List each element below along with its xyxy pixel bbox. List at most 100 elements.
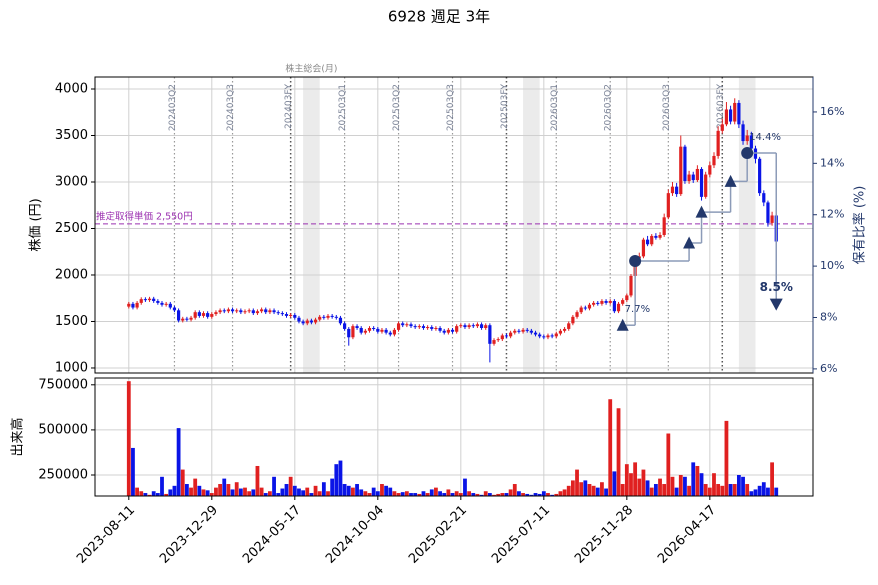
volume-bar bbox=[487, 493, 492, 496]
ratio-marker bbox=[616, 318, 629, 331]
candle-body bbox=[372, 327, 376, 329]
candle-body bbox=[276, 312, 280, 314]
volume-bar bbox=[662, 484, 667, 496]
shaded-span bbox=[303, 77, 320, 373]
volume-bar bbox=[658, 478, 662, 496]
volume-bar bbox=[641, 469, 646, 496]
volume-bar bbox=[624, 464, 629, 496]
y2-tick-label: 14% bbox=[820, 156, 844, 169]
candle-body bbox=[500, 335, 504, 340]
volume-bar bbox=[649, 487, 654, 496]
volume-tick-label: 750000 bbox=[38, 377, 88, 392]
ratio-marker bbox=[629, 254, 642, 267]
candle-body bbox=[168, 303, 172, 308]
volume-bar bbox=[371, 487, 376, 496]
volume-bar bbox=[309, 493, 314, 496]
candle-body bbox=[587, 304, 592, 309]
volume-bar bbox=[234, 482, 239, 496]
candle-body bbox=[695, 168, 699, 181]
x-tick-label: 2025-07-11 bbox=[489, 503, 553, 567]
volume-bar bbox=[537, 493, 542, 496]
y-tick-label: 1500 bbox=[55, 314, 88, 329]
candle-body bbox=[131, 303, 135, 308]
candle-body bbox=[562, 328, 567, 331]
volume-bar bbox=[678, 475, 683, 496]
volume-bar bbox=[193, 478, 198, 496]
volume-bar bbox=[454, 491, 459, 496]
ratio-label: 14.4% bbox=[749, 132, 781, 143]
volume-bar bbox=[479, 494, 484, 496]
y-tick-label: 3500 bbox=[55, 128, 88, 143]
event-label: 202603FY bbox=[716, 83, 726, 129]
volume-bar bbox=[691, 462, 696, 496]
volume-bar bbox=[500, 493, 505, 496]
candle-body bbox=[417, 326, 421, 328]
volume-bar bbox=[168, 489, 173, 496]
candle-body bbox=[455, 326, 459, 332]
volume-bar bbox=[417, 493, 422, 496]
volume-bar bbox=[529, 494, 534, 496]
volume-bar bbox=[720, 485, 725, 496]
candle-body bbox=[612, 301, 616, 312]
candle-body bbox=[737, 102, 741, 125]
candle-body bbox=[542, 336, 546, 338]
y2-tick-label: 6% bbox=[820, 362, 837, 375]
volume-bar bbox=[251, 489, 256, 496]
volume-bar bbox=[712, 473, 716, 496]
candle-body bbox=[388, 332, 392, 335]
candle-body bbox=[728, 109, 733, 122]
volume-bar bbox=[317, 491, 322, 496]
candle-body bbox=[533, 332, 538, 335]
candle-body bbox=[313, 319, 318, 323]
candle-body bbox=[567, 323, 571, 329]
candle-body bbox=[716, 130, 720, 156]
ratio-label: 8.5% bbox=[760, 280, 793, 294]
volume-bar bbox=[512, 484, 517, 496]
volume-bar bbox=[541, 491, 546, 496]
volume-bar bbox=[380, 484, 384, 496]
event-label: 202603Q1 bbox=[550, 84, 560, 131]
candle-body bbox=[392, 329, 397, 335]
volume-bar bbox=[255, 465, 260, 496]
candle-body bbox=[260, 309, 264, 312]
volume-bar bbox=[176, 428, 181, 496]
candle-body bbox=[554, 333, 558, 337]
candle-body bbox=[284, 314, 289, 316]
candle-body bbox=[604, 301, 608, 303]
volume-bar bbox=[566, 485, 571, 496]
candle-body bbox=[280, 313, 284, 315]
candle-body bbox=[185, 318, 189, 320]
candle-body bbox=[658, 234, 662, 238]
candle-body bbox=[426, 327, 430, 329]
volume-bar bbox=[222, 478, 227, 496]
volume-bar bbox=[753, 489, 758, 496]
volume-bar bbox=[595, 487, 600, 496]
event-label: 202603Q2 bbox=[604, 84, 614, 131]
volume-bar bbox=[562, 489, 567, 496]
candle-body bbox=[152, 298, 156, 302]
volume-bar bbox=[546, 493, 550, 496]
x-tick-label: 2024-05-17 bbox=[240, 503, 304, 567]
candle-body bbox=[704, 174, 708, 197]
volume-bar bbox=[653, 484, 658, 496]
candle-body bbox=[135, 302, 139, 308]
candle-body bbox=[334, 316, 338, 318]
candle-body bbox=[226, 309, 231, 312]
volume-bar bbox=[666, 433, 671, 496]
candle-body bbox=[745, 135, 749, 142]
volume-bar bbox=[591, 485, 596, 496]
volume-bar bbox=[155, 493, 160, 496]
volume-bar bbox=[338, 460, 343, 496]
candle-body bbox=[201, 313, 206, 316]
volume-bar bbox=[612, 471, 617, 496]
candle-body bbox=[363, 330, 367, 333]
ratio-marker bbox=[724, 174, 737, 187]
candle-body bbox=[143, 299, 147, 301]
candle-body bbox=[193, 312, 197, 318]
event-label: 202503FY bbox=[500, 83, 510, 129]
candle-body bbox=[434, 327, 438, 329]
candle-body bbox=[459, 325, 463, 327]
candle-body bbox=[239, 310, 243, 313]
candle-body bbox=[160, 302, 164, 305]
